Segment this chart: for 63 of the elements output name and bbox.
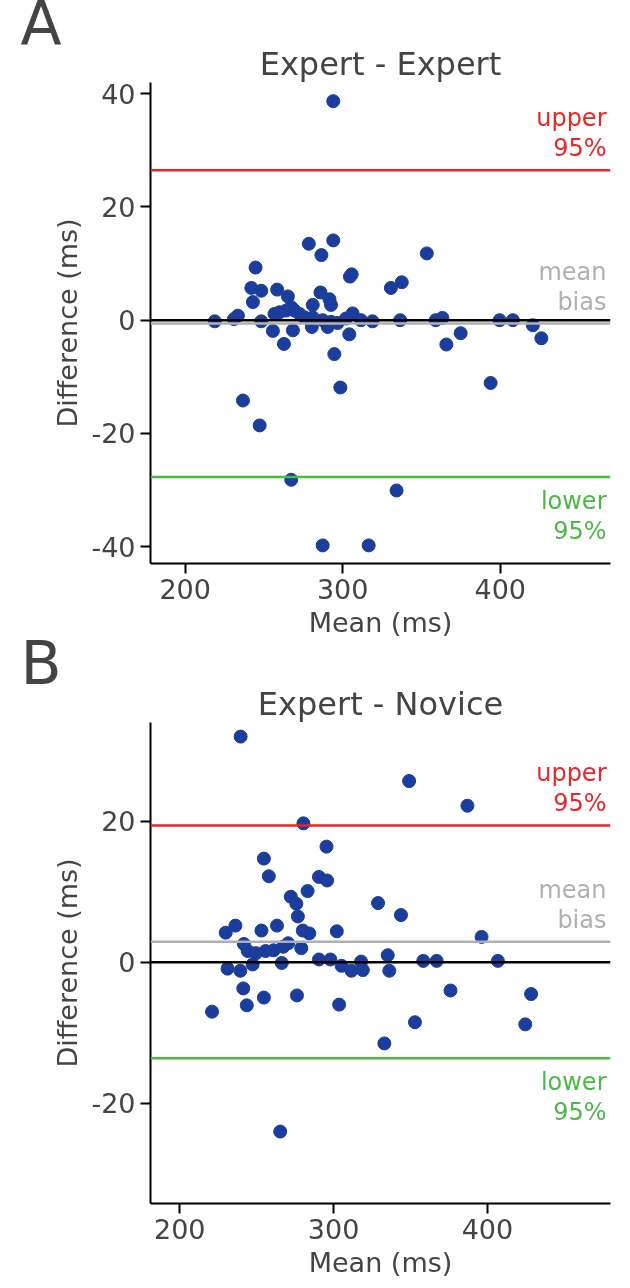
point — [261, 869, 276, 884]
point — [290, 909, 305, 924]
ref-line-label: mean bias — [538, 875, 607, 934]
y-tick-label: 40 — [101, 78, 136, 110]
y-tick-label: 20 — [101, 806, 136, 838]
y-axis-title: Difference (ms) — [52, 218, 84, 428]
y-tick-label: 0 — [118, 305, 136, 337]
point — [302, 926, 317, 941]
point — [269, 918, 284, 933]
point — [320, 873, 335, 888]
point — [300, 884, 315, 899]
point — [371, 896, 386, 911]
point — [393, 908, 408, 923]
point — [294, 941, 309, 956]
point — [443, 983, 458, 998]
point — [273, 1124, 288, 1139]
point — [402, 774, 417, 789]
y-tick-label: -40 — [91, 531, 136, 563]
point — [228, 918, 243, 933]
point — [236, 981, 251, 996]
point — [380, 948, 395, 963]
point — [233, 963, 248, 978]
point — [218, 925, 233, 940]
x-tick-label: 400 — [461, 1213, 514, 1245]
point — [205, 1004, 220, 1019]
ref-line-label: mean bias — [538, 257, 607, 316]
point — [377, 1036, 392, 1051]
point — [254, 923, 269, 938]
point — [289, 988, 304, 1003]
ref-line-label: lower 95% — [540, 1068, 607, 1127]
point — [460, 798, 475, 813]
point — [239, 998, 254, 1013]
ref-line-label: upper 95% — [536, 759, 607, 818]
point — [233, 729, 248, 744]
point — [518, 1017, 533, 1032]
point — [289, 896, 304, 911]
x-tick-label: 400 — [474, 573, 527, 605]
y-tick-label: 0 — [118, 947, 136, 979]
point — [344, 963, 359, 978]
x-tick-label: 200 — [159, 573, 211, 605]
x-tick-label: 300 — [307, 1213, 360, 1245]
x-axis-title: Mean (ms) — [308, 606, 453, 638]
point — [382, 963, 397, 978]
point — [256, 990, 271, 1005]
x-axis-title: Mean (ms) — [308, 1246, 453, 1278]
ref-line-label: lower 95% — [540, 486, 607, 545]
y-tick-label: -20 — [91, 1088, 136, 1120]
y-tick-label: 20 — [101, 191, 136, 223]
point — [256, 851, 271, 866]
point — [319, 839, 334, 854]
y-axis-title: Difference (ms) — [52, 858, 84, 1068]
ref-line-label: upper 95% — [536, 104, 607, 163]
chart-title: Expert - Expert — [259, 44, 502, 83]
point — [332, 997, 347, 1012]
chart-title: Expert - Novice — [257, 684, 504, 723]
x-tick-label: 300 — [316, 573, 369, 605]
x-tick-label: 200 — [153, 1213, 206, 1245]
point — [407, 1015, 422, 1030]
y-tick-label: -20 — [91, 418, 136, 450]
point — [524, 987, 539, 1002]
text: A — [20, 0, 62, 58]
text: B — [20, 627, 62, 698]
point — [329, 924, 344, 939]
